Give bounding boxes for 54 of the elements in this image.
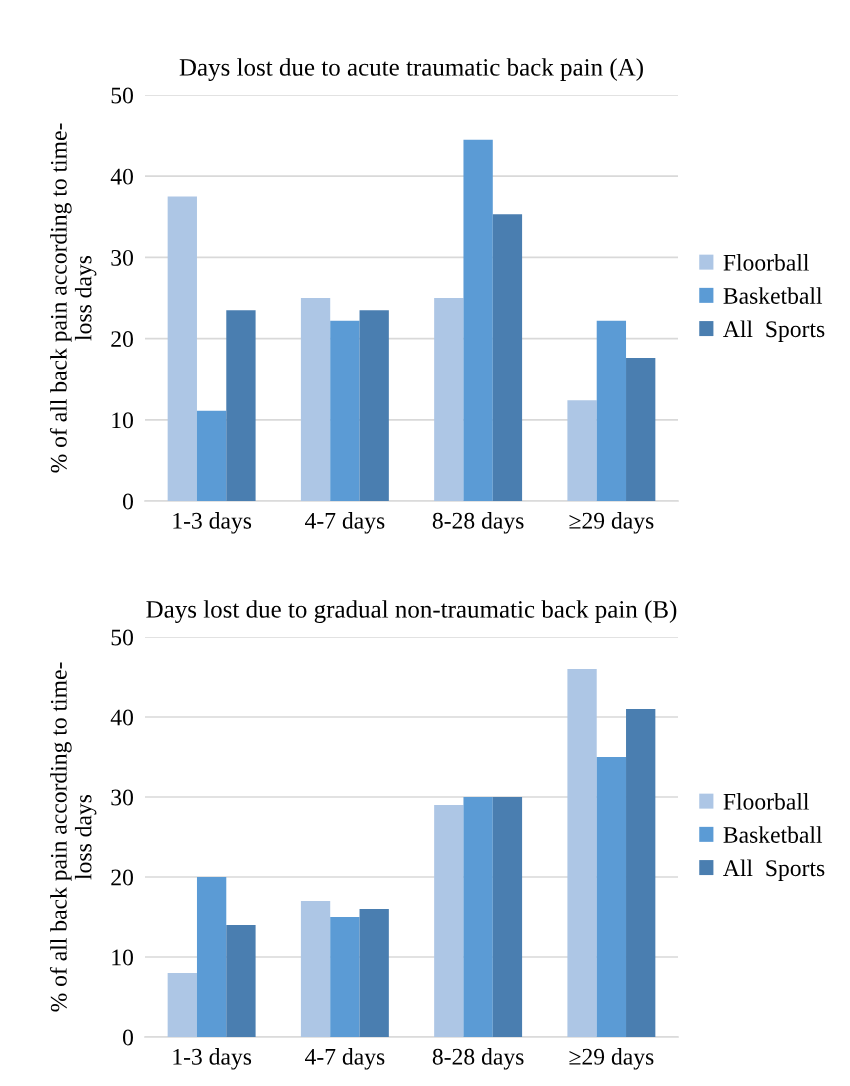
y-axis-title: % of all back pain according to time- loss days <box>49 123 97 473</box>
y-tick-label: 20 <box>111 869 133 886</box>
chart-title: Days lost due to gradual non-traumatic back pain (B) <box>146 600 677 623</box>
bar <box>463 139 493 501</box>
y-tick-label: 30 <box>111 249 133 266</box>
bar <box>596 757 627 1037</box>
bar <box>300 901 331 1037</box>
x-tick-label: 8-28 days <box>432 512 524 534</box>
legend-label: Basketball <box>723 287 823 304</box>
x-tick-label: 8-28 days <box>432 1048 524 1070</box>
y-tick-label: 50 <box>111 87 133 104</box>
bar <box>196 877 227 1037</box>
bar <box>492 214 523 501</box>
bar <box>330 320 360 501</box>
bar <box>330 917 360 1037</box>
y-tick-label: 20 <box>111 331 133 348</box>
chart-title: Days lost due to acute traumatic back pain (A) <box>179 58 643 81</box>
legend-label: All Sports <box>723 859 825 881</box>
bar <box>567 400 597 501</box>
bar <box>167 196 197 501</box>
legend-label: Floorball <box>723 254 809 271</box>
x-tick-label: 1-3 days <box>173 1048 252 1070</box>
y-tick-label: 0 <box>122 1029 133 1046</box>
x-tick-label: ≥29 days <box>569 512 654 534</box>
y-tick-label: 0 <box>122 493 133 510</box>
bar <box>626 358 656 501</box>
bar <box>626 709 656 1037</box>
bar <box>463 797 493 1037</box>
bar <box>300 298 331 501</box>
bar <box>434 805 464 1037</box>
legend-label: All Sports <box>723 320 825 342</box>
y-axis-title: % of all back pain according to time- loss days <box>49 662 97 1012</box>
x-tick-label: ≥29 days <box>569 1048 654 1070</box>
bar <box>226 925 256 1037</box>
bar <box>492 797 523 1037</box>
y-tick-label: 10 <box>112 949 133 966</box>
x-tick-label: 4-7 days <box>305 1048 385 1070</box>
y-tick-label: 30 <box>111 789 133 806</box>
legend-label: Basketball <box>723 826 823 843</box>
legend-label: Floorball <box>723 793 809 810</box>
bar <box>434 298 464 501</box>
x-tick-label: 4-7 days <box>305 512 385 534</box>
bar <box>226 310 256 501</box>
y-tick-label: 40 <box>110 168 133 185</box>
bar <box>196 410 227 501</box>
y-tick-label: 40 <box>110 709 133 726</box>
bar <box>596 320 627 501</box>
y-tick-label: 10 <box>112 412 133 429</box>
bar <box>167 973 197 1037</box>
x-tick-label: 1-3 days <box>173 512 252 534</box>
bar <box>567 669 597 1037</box>
bar <box>359 909 389 1037</box>
y-tick-label: 50 <box>111 629 133 646</box>
bar <box>359 310 389 501</box>
